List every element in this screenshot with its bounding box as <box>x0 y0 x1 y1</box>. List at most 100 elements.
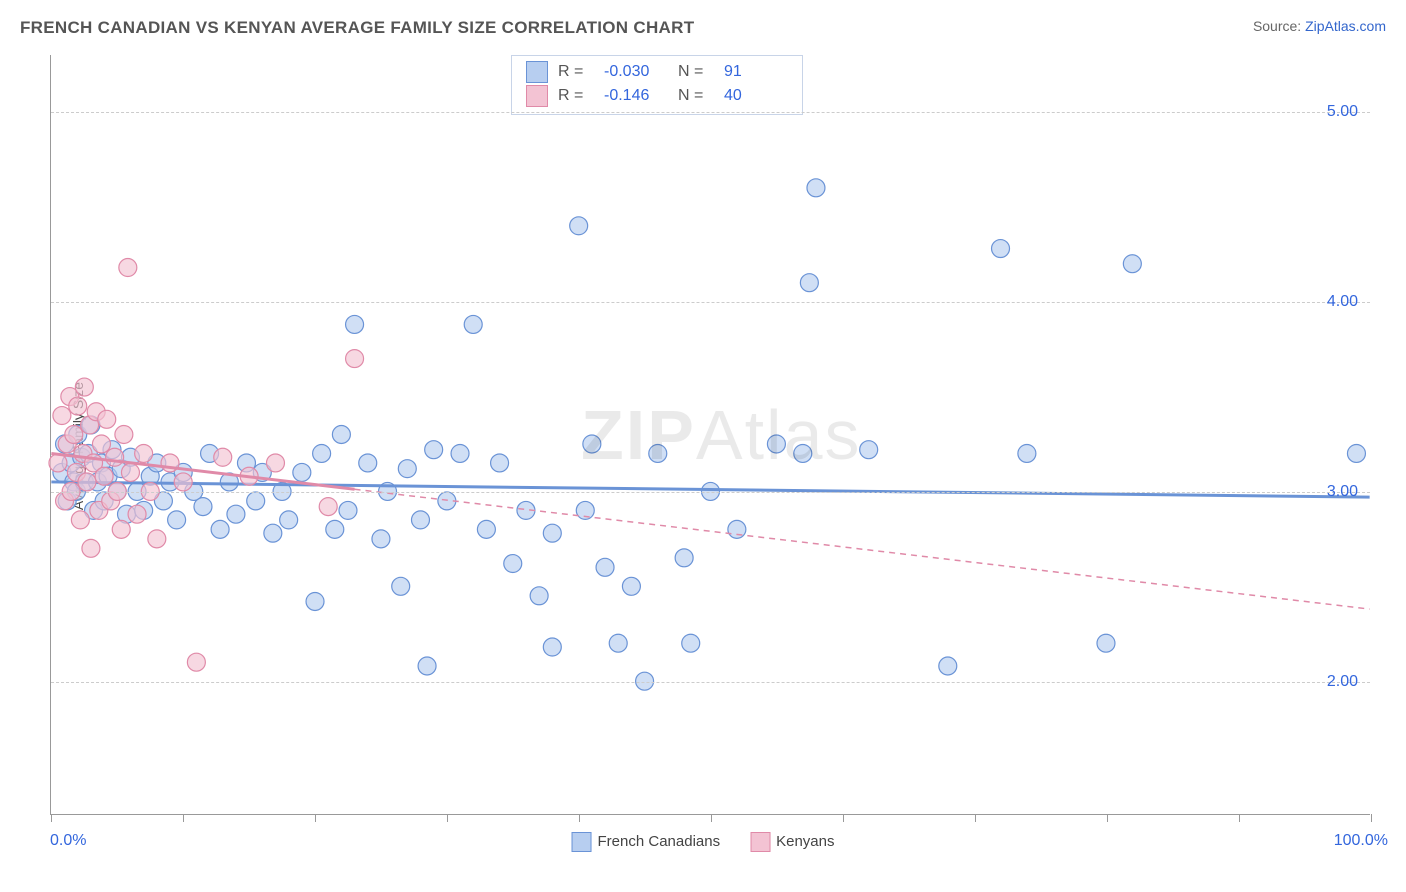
scatter-point <box>148 530 166 548</box>
source-link[interactable]: ZipAtlas.com <box>1305 18 1386 34</box>
scatter-point <box>112 520 130 538</box>
scatter-point <box>247 492 265 510</box>
x-tick <box>51 814 52 822</box>
scatter-point <box>392 577 410 595</box>
scatter-point <box>583 435 601 453</box>
trend-line-extrapolated <box>355 489 1370 609</box>
x-tick <box>843 814 844 822</box>
scatter-point <box>649 444 667 462</box>
scatter-point <box>622 577 640 595</box>
scatter-point <box>75 378 93 396</box>
gridline <box>51 492 1370 493</box>
scatter-point <box>992 240 1010 258</box>
scatter-point <box>174 473 192 491</box>
scatter-point <box>1347 444 1365 462</box>
stats-row-series-1: R = -0.146 N = 40 <box>526 84 788 108</box>
scatter-point <box>530 587 548 605</box>
scatter-point <box>211 520 229 538</box>
stats-N-value-0: 91 <box>724 60 788 84</box>
stats-R-label: R = <box>558 60 594 84</box>
x-tick <box>579 814 580 822</box>
scatter-point <box>319 498 337 516</box>
scatter-point <box>187 653 205 671</box>
gridline <box>51 682 1370 683</box>
x-tick <box>1107 814 1108 822</box>
scatter-point <box>168 511 186 529</box>
scatter-point <box>418 657 436 675</box>
gridline <box>51 302 1370 303</box>
scatter-point <box>98 410 116 428</box>
scatter-point <box>464 315 482 333</box>
scatter-point <box>339 501 357 519</box>
scatter-point <box>543 524 561 542</box>
stats-row-series-0: R = -0.030 N = 91 <box>526 60 788 84</box>
legend-swatch-1 <box>750 832 770 852</box>
scatter-point <box>425 441 443 459</box>
chart-title: FRENCH CANADIAN VS KENYAN AVERAGE FAMILY… <box>20 18 694 38</box>
x-tick <box>183 814 184 822</box>
scatter-point <box>767 435 785 453</box>
stats-N-value-1: 40 <box>724 84 788 108</box>
scatter-point <box>609 634 627 652</box>
scatter-point <box>346 315 364 333</box>
scatter-point <box>359 454 377 472</box>
scatter-point <box>596 558 614 576</box>
y-tick-label: 4.00 <box>1327 293 1358 311</box>
scatter-point <box>121 463 139 481</box>
scatter-point <box>115 426 133 444</box>
scatter-point <box>675 549 693 567</box>
scatter-point <box>1097 634 1115 652</box>
scatter-point <box>504 555 522 573</box>
chart-container: FRENCH CANADIAN VS KENYAN AVERAGE FAMILY… <box>0 0 1406 892</box>
scatter-point <box>411 511 429 529</box>
stats-swatch-1 <box>526 85 548 107</box>
scatter-point <box>293 463 311 481</box>
scatter-point <box>451 444 469 462</box>
scatter-point <box>280 511 298 529</box>
scatter-point <box>135 444 153 462</box>
stats-R-label: R = <box>558 84 594 108</box>
scatter-point <box>106 448 124 466</box>
scatter-point <box>194 498 212 516</box>
legend-bottom: French Canadians Kenyans <box>572 832 835 852</box>
stats-swatch-0 <box>526 61 548 83</box>
scatter-point <box>95 467 113 485</box>
y-tick-label: 3.00 <box>1327 483 1358 501</box>
scatter-point <box>326 520 344 538</box>
legend-item-0: French Canadians <box>572 832 721 852</box>
scatter-point <box>570 217 588 235</box>
scatter-point <box>92 435 110 453</box>
scatter-point <box>477 520 495 538</box>
y-tick-label: 2.00 <box>1327 673 1358 691</box>
gridline <box>51 112 1370 113</box>
scatter-point <box>860 441 878 459</box>
scatter-point <box>71 511 89 529</box>
stats-R-value-1: -0.146 <box>604 84 668 108</box>
legend-swatch-0 <box>572 832 592 852</box>
scatter-point <box>728 520 746 538</box>
x-tick <box>315 814 316 822</box>
scatter-point <box>807 179 825 197</box>
y-tick-label: 5.00 <box>1327 103 1358 121</box>
x-tick <box>1239 814 1240 822</box>
scatter-point <box>82 539 100 557</box>
scatter-point <box>346 350 364 368</box>
scatter-point <box>227 505 245 523</box>
scatter-point <box>119 259 137 277</box>
scatter-point <box>1018 444 1036 462</box>
scatter-point <box>491 454 509 472</box>
legend-label-1: Kenyans <box>776 833 834 850</box>
scatter-point <box>49 454 67 472</box>
scatter-point <box>214 448 232 466</box>
scatter-point <box>65 426 83 444</box>
stats-N-label: N = <box>678 84 714 108</box>
scatter-point <box>69 397 87 415</box>
scatter-point <box>372 530 390 548</box>
scatter-svg <box>51 55 1370 814</box>
x-axis-min-label: 0.0% <box>50 832 86 850</box>
legend-item-1: Kenyans <box>750 832 834 852</box>
x-tick <box>1371 814 1372 822</box>
scatter-point <box>53 407 71 425</box>
scatter-point <box>543 638 561 656</box>
scatter-point <box>306 592 324 610</box>
